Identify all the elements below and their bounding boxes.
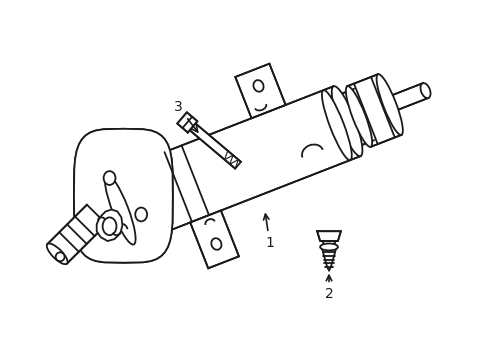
Polygon shape: [386, 83, 427, 112]
Polygon shape: [177, 112, 197, 132]
Ellipse shape: [102, 217, 116, 235]
Ellipse shape: [331, 86, 362, 156]
Polygon shape: [235, 64, 285, 118]
Ellipse shape: [56, 252, 64, 261]
Text: 3: 3: [174, 100, 197, 132]
Polygon shape: [189, 123, 241, 168]
Polygon shape: [326, 89, 373, 151]
Ellipse shape: [345, 86, 371, 147]
Text: 2: 2: [324, 275, 333, 301]
Text: 1: 1: [263, 214, 274, 250]
Polygon shape: [190, 211, 239, 268]
Polygon shape: [97, 210, 122, 241]
Ellipse shape: [320, 243, 337, 251]
Ellipse shape: [135, 208, 147, 221]
Ellipse shape: [211, 238, 221, 250]
Polygon shape: [106, 86, 360, 244]
Polygon shape: [74, 129, 172, 263]
Polygon shape: [74, 129, 172, 263]
Ellipse shape: [420, 83, 429, 98]
Polygon shape: [323, 241, 334, 249]
Ellipse shape: [253, 80, 263, 92]
Ellipse shape: [321, 90, 351, 160]
Ellipse shape: [47, 243, 67, 264]
Polygon shape: [47, 205, 106, 264]
Ellipse shape: [376, 74, 402, 135]
Ellipse shape: [103, 171, 115, 185]
Polygon shape: [317, 231, 340, 241]
Polygon shape: [346, 74, 401, 147]
Ellipse shape: [105, 175, 135, 244]
